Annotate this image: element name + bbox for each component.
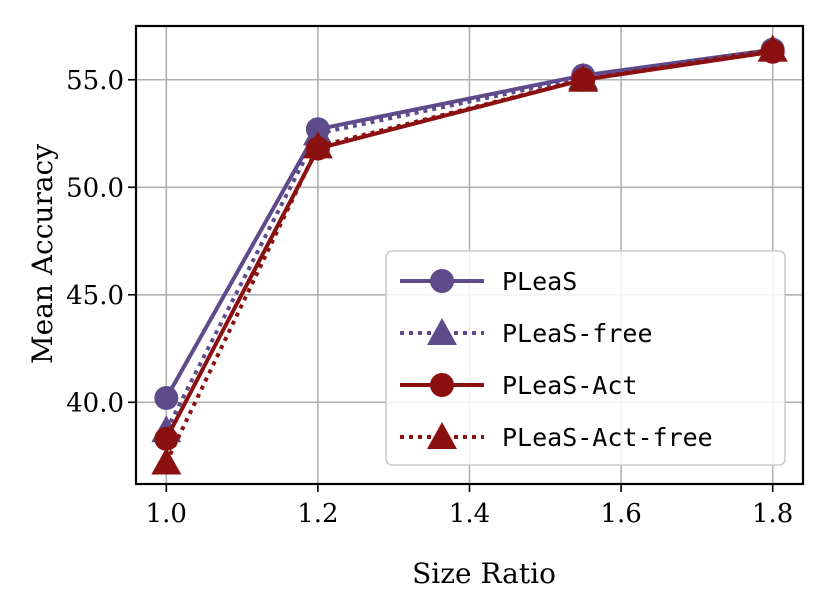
legend-marker — [427, 422, 457, 449]
series-line-pleas — [164, 47, 773, 399]
data-point-pleas — [154, 385, 179, 410]
legend-marker — [430, 269, 454, 293]
series-layer — [151, 34, 788, 475]
x-tick-label: 1.6 — [600, 499, 641, 529]
x-tick-label: 1.0 — [146, 499, 187, 529]
x-tick-label: 1.2 — [297, 499, 338, 529]
legend-label: PLeaS-Act-free — [502, 423, 713, 452]
series-line-pleas-free — [164, 47, 773, 432]
legend-marker — [427, 318, 457, 345]
legend-box — [385, 250, 786, 466]
data-point-pleas-act-free — [302, 131, 333, 159]
legend-entry-pleas-free: PLeaS-free — [400, 318, 653, 348]
legend-label: PLeaS-Act — [502, 371, 637, 400]
x-axis-label: Size Ratio — [412, 557, 556, 590]
data-point-pleas-act — [154, 426, 179, 451]
legend-entry-pleas: PLeaS — [400, 267, 577, 296]
data-point-pleas-act-free — [151, 447, 182, 475]
y-tick-label: 40.0 — [66, 388, 124, 418]
legend-label: PLeaS-free — [502, 319, 653, 348]
data-point-pleas-act-free — [757, 34, 788, 62]
axis-ticks: 1.0 1.2 1.4 1.6 1.8 40.0 45.0 50.0 55.0 — [66, 66, 793, 529]
y-tick-label: 50.0 — [66, 173, 124, 203]
data-point-pleas-act-free — [568, 64, 599, 92]
legend-entry-pleas-act: PLeaS-Act — [400, 371, 637, 400]
legend-entry-pleas-act-free: PLeaS-Act-free — [400, 422, 713, 452]
series-pleas-act-free — [151, 34, 788, 475]
series-line-pleas-act-free — [164, 47, 773, 464]
y-axis-label: Mean Accuracy — [26, 144, 59, 364]
legend-marker — [430, 373, 454, 397]
y-tick-label: 55.0 — [66, 66, 124, 96]
x-tick-label: 1.8 — [752, 499, 793, 529]
y-tick-label: 45.0 — [66, 281, 124, 311]
x-tick-label: 1.4 — [449, 499, 490, 529]
legend-label: PLeaS — [502, 267, 577, 296]
legend: PLeaS PLeaS-free PLeaS-Act PLeaS-Act-free — [385, 250, 786, 466]
